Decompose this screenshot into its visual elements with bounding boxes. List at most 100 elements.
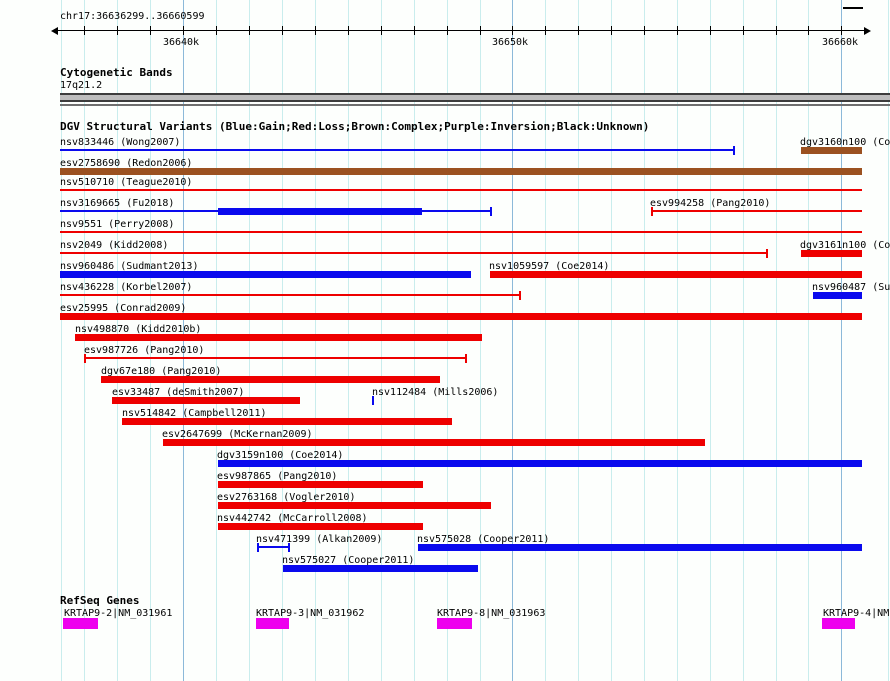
ruler-tick bbox=[315, 26, 316, 35]
refseq-section-title: RefSeq Genes bbox=[60, 594, 140, 607]
variant-line[interactable] bbox=[422, 210, 491, 212]
variant-bar[interactable] bbox=[218, 208, 422, 215]
variant-bar[interactable] bbox=[101, 376, 440, 383]
ruler-tick-label: 36640k bbox=[162, 37, 200, 48]
variant-label[interactable]: esv987726 (Pang2010) bbox=[84, 345, 205, 356]
variant-label[interactable]: nsv575028 (Cooper2011) bbox=[417, 534, 550, 545]
variant-line[interactable] bbox=[60, 189, 862, 191]
variant-bar[interactable] bbox=[801, 250, 862, 257]
variant-label[interactable]: esv2763168 (Vogler2010) bbox=[217, 492, 356, 503]
gridline bbox=[61, 0, 62, 681]
variant-label[interactable]: esv994258 (Pang2010) bbox=[650, 198, 771, 209]
variant-label[interactable]: nsv471399 (Alkan2009) bbox=[256, 534, 383, 545]
cytoband-section-title: Cytogenetic Bands bbox=[60, 66, 173, 79]
gridline bbox=[578, 0, 579, 681]
gene-label[interactable]: KRTAP9-4|NM bbox=[823, 608, 890, 619]
variant-label[interactable]: esv2647699 (McKernan2009) bbox=[162, 429, 313, 440]
variant-label[interactable]: esv25995 (Conrad2009) bbox=[60, 303, 187, 314]
gridline bbox=[710, 0, 711, 681]
ruler-tick bbox=[611, 26, 612, 35]
gridline bbox=[841, 0, 842, 681]
ruler-tick bbox=[776, 26, 777, 35]
ruler-tick bbox=[348, 26, 349, 35]
variant-line[interactable] bbox=[60, 294, 520, 296]
ruler-tick bbox=[841, 26, 842, 35]
variant-label[interactable]: nsv575027 (Cooper2011) bbox=[282, 555, 415, 566]
gene-label[interactable]: KRTAP9-3|NM_031962 bbox=[256, 608, 365, 619]
ruler-tick bbox=[117, 26, 118, 35]
variant-label[interactable]: esv33487 (deSmith2007) bbox=[112, 387, 245, 398]
gridline bbox=[743, 0, 744, 681]
gene-bar[interactable] bbox=[437, 618, 472, 629]
ruler-tick bbox=[677, 26, 678, 35]
variant-end-tick bbox=[733, 146, 735, 155]
variant-line[interactable] bbox=[60, 231, 862, 233]
variant-label[interactable]: esv987865 (Pang2010) bbox=[217, 471, 338, 482]
variant-line[interactable] bbox=[60, 149, 734, 151]
variant-line[interactable] bbox=[257, 546, 289, 548]
variant-end-tick bbox=[465, 354, 467, 363]
ruler-tick bbox=[249, 26, 250, 35]
ruler-tick bbox=[150, 26, 151, 35]
variant-bar[interactable] bbox=[218, 481, 423, 488]
variant-line[interactable] bbox=[60, 252, 767, 254]
variant-bar[interactable] bbox=[60, 271, 471, 278]
gridline bbox=[644, 0, 645, 681]
ruler-tick bbox=[447, 26, 448, 35]
variant-label[interactable]: nsv514842 (Campbell2011) bbox=[122, 408, 267, 419]
variant-bar[interactable] bbox=[490, 271, 862, 278]
variant-label[interactable]: dgv3159n100 (Coe2014) bbox=[217, 450, 344, 461]
variant-bar[interactable] bbox=[218, 460, 862, 467]
ruler-tick bbox=[545, 26, 546, 35]
variant-line[interactable] bbox=[60, 210, 218, 212]
variant-label[interactable]: dgv67e180 (Pang2010) bbox=[101, 366, 222, 377]
variant-bar[interactable] bbox=[218, 523, 423, 530]
variant-bar[interactable] bbox=[801, 147, 862, 154]
gridline bbox=[611, 0, 612, 681]
gene-bar[interactable] bbox=[256, 618, 289, 629]
variant-label[interactable]: nsv960486 (Sudmant2013) bbox=[60, 261, 199, 272]
variant-label[interactable]: nsv436228 (Korbel2007) bbox=[60, 282, 193, 293]
variant-bar[interactable] bbox=[75, 334, 482, 341]
variant-label[interactable]: dgv3160n100 (Co bbox=[800, 137, 890, 148]
gene-bar[interactable] bbox=[63, 618, 98, 629]
variant-end-tick bbox=[372, 396, 374, 405]
variant-bar[interactable] bbox=[163, 439, 705, 446]
variant-label[interactable]: nsv3169665 (Fu2018) bbox=[60, 198, 175, 209]
ruler-tick bbox=[710, 26, 711, 35]
ruler-tick bbox=[808, 26, 809, 35]
variant-label[interactable]: esv2758690 (Redon2006) bbox=[60, 158, 193, 169]
variant-label[interactable]: nsv510710 (Teague2010) bbox=[60, 177, 193, 188]
variant-bar[interactable] bbox=[283, 565, 478, 572]
ruler-left-arrow-icon bbox=[51, 27, 58, 35]
variant-end-tick bbox=[519, 291, 521, 300]
ruler-tick bbox=[381, 26, 382, 35]
gene-label[interactable]: KRTAP9-8|NM_031963 bbox=[437, 608, 546, 619]
variant-bar[interactable] bbox=[112, 397, 300, 404]
variant-label[interactable]: nsv960487 (Su bbox=[812, 282, 890, 293]
gridline bbox=[888, 0, 889, 681]
variant-label[interactable]: nsv1059597 (Coe2014) bbox=[489, 261, 610, 272]
variant-line[interactable] bbox=[651, 210, 862, 212]
gene-label[interactable]: KRTAP9-2|NM_031961 bbox=[64, 608, 173, 619]
variant-line[interactable] bbox=[84, 357, 466, 359]
variant-label[interactable]: nsv2049 (Kidd2008) bbox=[60, 240, 169, 251]
variant-bar[interactable] bbox=[813, 292, 862, 299]
variant-label[interactable]: nsv9551 (Perry2008) bbox=[60, 219, 175, 230]
variant-bar[interactable] bbox=[122, 418, 452, 425]
cytoband-bar bbox=[60, 93, 890, 102]
variant-bar[interactable] bbox=[60, 313, 862, 320]
top-right-mark bbox=[843, 7, 863, 9]
variant-bar[interactable] bbox=[218, 502, 491, 509]
ruler-right-arrow-icon bbox=[864, 27, 871, 35]
variant-bar[interactable] bbox=[60, 168, 862, 175]
variant-bar[interactable] bbox=[418, 544, 862, 551]
variant-label[interactable]: nsv833446 (Wong2007) bbox=[60, 137, 181, 148]
gene-bar[interactable] bbox=[822, 618, 855, 629]
variant-label[interactable]: dgv3161n100 (Co bbox=[800, 240, 890, 251]
variant-label[interactable]: nsv442742 (McCarroll2008) bbox=[217, 513, 368, 524]
variant-label[interactable]: nsv498870 (Kidd2010b) bbox=[75, 324, 202, 335]
variant-label[interactable]: nsv112484 (Mills2006) bbox=[372, 387, 499, 398]
ruler-line bbox=[57, 30, 866, 31]
